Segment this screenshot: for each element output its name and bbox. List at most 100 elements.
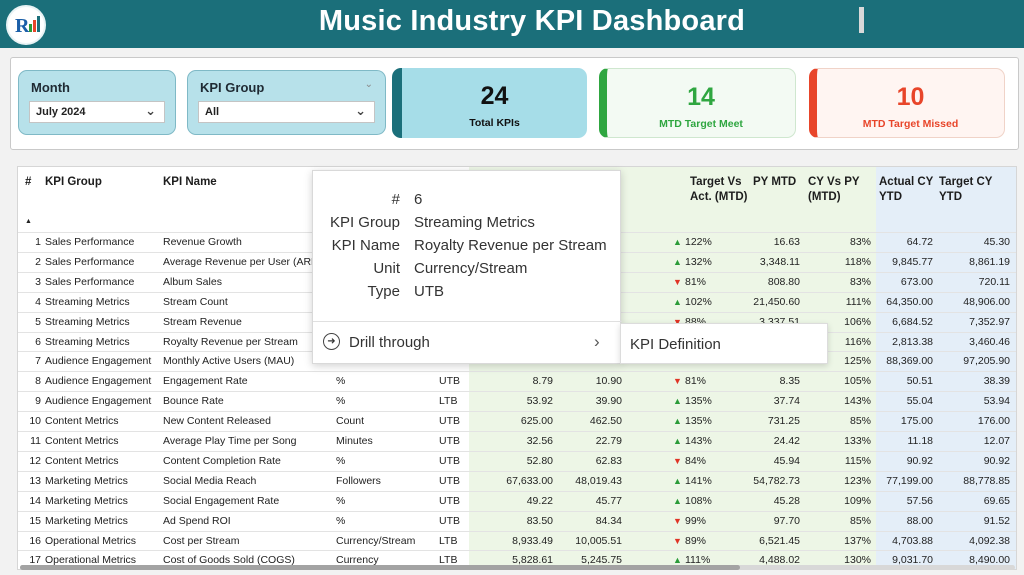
cell-n: 10 xyxy=(29,415,41,428)
cell-group: Sales Performance xyxy=(45,236,135,248)
cell-group: Marketing Metrics xyxy=(45,514,128,527)
row-tooltip: #6 KPI Group Streaming Metrics KPI Name Roya… xyxy=(312,170,622,364)
cell-py: 24.42 xyxy=(773,435,800,447)
column-header-cy-vs-py[interactable]: CY Vs PY (MTD) xyxy=(808,176,860,203)
column-header-kpi-group[interactable]: KPI Group xyxy=(45,176,102,188)
arrow-down-icon: ▼ xyxy=(673,455,682,466)
tooltip-field: KPI Group Streaming Metrics xyxy=(313,214,622,236)
cell-acy: 77,199.00 xyxy=(886,474,933,487)
cell-name: Revenue Growth xyxy=(163,236,242,248)
arrow-up-icon: ▲ xyxy=(673,256,682,267)
cell-act: 8.79 xyxy=(532,375,553,388)
cell-n: 16 xyxy=(29,534,41,547)
column-header-kpi-name[interactable]: KPI Name xyxy=(163,176,217,188)
horizontal-scrollbar[interactable] xyxy=(20,565,1015,570)
chevron-down-icon[interactable]: ⌄ xyxy=(355,103,366,118)
chevron-down-icon[interactable]: ⌄ xyxy=(145,103,156,118)
kpi-group-dropdown[interactable]: All ⌄ xyxy=(198,101,375,123)
drill-through-label: Drill through xyxy=(349,334,430,351)
sort-ascending-icon[interactable]: ▲ xyxy=(25,218,32,225)
cell-tcy: 8,490.00 xyxy=(969,554,1010,567)
cell-py: 4,488.02 xyxy=(759,554,800,567)
cell-tcy: 176.00 xyxy=(977,415,1010,428)
cell-type: UTB xyxy=(439,435,460,447)
chevron-right-icon: › xyxy=(594,332,600,351)
tooltip-field-key: # xyxy=(391,191,400,208)
cell-cvp: 85% xyxy=(849,514,871,527)
cell-tva: 108% xyxy=(685,494,712,507)
cell-tcy: 91.52 xyxy=(983,514,1010,527)
cell-acy: 50.51 xyxy=(906,375,933,388)
cell-act: 32.56 xyxy=(526,435,553,447)
cell-tcy: 88,778.85 xyxy=(963,474,1010,487)
arrow-down-icon: ▼ xyxy=(673,316,682,327)
mtd-target-missed-card: 10 MTD Target Missed xyxy=(809,68,1005,138)
cell-tgt: 48,019.43 xyxy=(575,474,622,487)
arrow-up-icon: ▲ xyxy=(673,555,682,566)
cell-tcy: 45.30 xyxy=(983,236,1010,248)
kpi-group-dropdown-value: All xyxy=(205,106,220,118)
arrow-up-icon: ▲ xyxy=(673,416,682,427)
cell-unit: Minutes xyxy=(336,435,373,447)
tooltip-field-value: 6 xyxy=(414,191,423,208)
column-header-target-cy-ytd[interactable]: Target CY YTD xyxy=(939,176,993,203)
cell-tgt: 10,005.51 xyxy=(575,534,622,547)
cell-acy: 64,350.00 xyxy=(886,295,933,308)
scrollbar-thumb[interactable] xyxy=(20,565,740,570)
mtd-target-meet-caption: MTD Target Meet xyxy=(659,118,743,130)
page-title: Music Industry KPI Dashboard xyxy=(318,5,746,37)
column-header-target-vs-act[interactable]: Target Vs Act. (MTD) xyxy=(690,176,748,203)
cell-type: UTB xyxy=(439,454,460,467)
cell-tva: 143% xyxy=(685,435,712,447)
cell-name: Cost of Goods Sold (COGS) xyxy=(163,554,295,567)
arrow-up-icon: ▲ xyxy=(673,296,682,307)
cell-cvp: 109% xyxy=(844,494,871,507)
cell-tcy: 3,460.46 xyxy=(969,335,1010,348)
cell-group: Audience Engagement xyxy=(45,395,152,408)
cell-cvp: 143% xyxy=(844,395,871,408)
cell-tcy: 12.07 xyxy=(983,435,1010,447)
cell-name: Stream Revenue xyxy=(163,315,242,328)
cell-cvp: 106% xyxy=(844,315,871,328)
cell-acy: 64.72 xyxy=(906,236,933,248)
cell-py: 16.63 xyxy=(773,236,800,248)
cell-tcy: 38.39 xyxy=(983,375,1010,388)
drill-through-menu-item[interactable]: ➜ Drill through › xyxy=(313,329,622,359)
cell-tgt: 39.90 xyxy=(595,395,622,408)
month-dropdown[interactable]: July 2024 ⌄ xyxy=(29,101,165,123)
cell-name: Monthly Active Users (MAU) xyxy=(163,355,295,368)
cell-group: Streaming Metrics xyxy=(45,295,130,308)
column-header-num[interactable]: # xyxy=(25,176,32,188)
cell-tgt: 10.90 xyxy=(595,375,622,388)
month-slicer[interactable]: Month July 2024 ⌄ xyxy=(18,70,176,135)
kpi-group-slicer[interactable]: KPI Group ⌄ All ⌄ xyxy=(187,70,386,135)
cell-group: Marketing Metrics xyxy=(45,474,128,487)
cell-n: 7 xyxy=(35,355,41,368)
arrow-down-icon: ▼ xyxy=(673,515,682,526)
cell-group: Audience Engagement xyxy=(45,375,152,388)
total-kpis-value: 24 xyxy=(480,82,509,110)
cell-tcy: 69.65 xyxy=(983,494,1010,507)
cell-tcy: 53.94 xyxy=(983,395,1010,408)
cell-tcy: 90.92 xyxy=(983,454,1010,467)
cell-type: UTB xyxy=(439,375,460,388)
tooltip-field: #6 xyxy=(313,191,622,213)
mtd-target-missed-caption: MTD Target Missed xyxy=(862,118,959,130)
collapse-chevron-icon[interactable]: ⌄ xyxy=(364,79,373,90)
cell-act: 53.92 xyxy=(526,395,553,408)
cell-cvp: 118% xyxy=(844,255,871,268)
kpi-definition-menu-item[interactable]: KPI Definition xyxy=(620,323,828,364)
header-bar: R Music Industry KPI Dashboard xyxy=(0,0,1024,48)
cell-tcy: 4,092.38 xyxy=(969,534,1010,547)
column-header-py-mtd[interactable]: PY MTD xyxy=(753,176,797,188)
cell-name: Stream Count xyxy=(163,295,228,308)
cell-tcy: 97,205.90 xyxy=(963,355,1010,368)
cell-py: 45.94 xyxy=(773,454,800,467)
column-header-actual-cy-ytd[interactable]: Actual CY YTD xyxy=(879,176,934,203)
month-slicer-label: Month xyxy=(31,80,70,95)
cell-acy: 175.00 xyxy=(900,415,933,428)
cell-unit: % xyxy=(336,514,346,527)
cell-n: 6 xyxy=(35,335,41,348)
row-divider xyxy=(18,431,1016,432)
cell-acy: 9,031.70 xyxy=(892,554,933,567)
